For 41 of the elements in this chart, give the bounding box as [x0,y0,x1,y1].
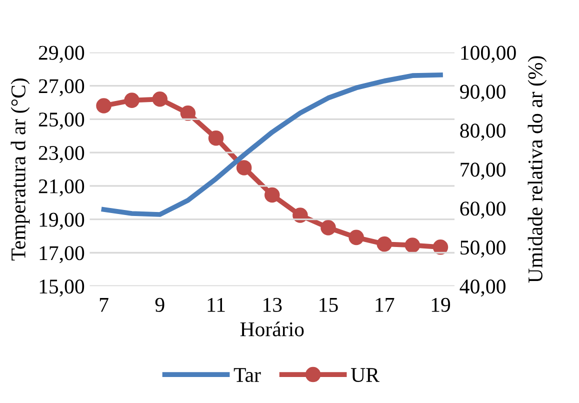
point [236,160,252,176]
y2-tick-label: 50,00 [460,240,506,258]
y-tick-label: 23,00 [38,146,84,163]
y2-tick-label: 90,00 [460,84,506,102]
point [124,92,140,108]
y-tick-label: 29,00 [38,46,84,63]
y2-tick-label: 100,00 [461,46,516,63]
point [320,220,336,236]
y-axis-title: Temperatura d ar (°C) [10,78,30,261]
y2-tick-label: 40,00 [460,280,506,297]
point [180,106,196,121]
x-tick-label: 11 [208,298,225,312]
y2-tick-label: 60,00 [460,202,506,219]
y2-tick-label: 80,00 [460,124,506,141]
y2-tick-label: 70,00 [460,162,506,180]
y2-axis-title: Umidade relativa do ar (%) [528,56,547,283]
legend-label: UR [350,368,380,382]
y-tick-label: 27,00 [38,79,84,96]
legend-label: Tar [234,368,261,382]
x-tick-label: 7 [100,298,108,312]
line-series [101,72,443,217]
x-tick-label: 19 [432,298,450,312]
y-tick-label: 21,00 [38,179,84,196]
y-tick-label: 17,00 [40,246,84,264]
point [404,238,420,253]
x-tick-label: 9 [155,298,164,312]
x-tick-label: 15 [320,298,338,312]
point [208,130,224,146]
point [376,236,392,252]
x-tick-label: 17 [376,298,394,312]
point [264,187,280,203]
point [432,240,448,255]
x-tick-label: 13 [264,298,282,312]
point [96,98,112,114]
y-tick-label: 15,00 [40,280,84,297]
point [348,230,364,246]
point [292,208,308,223]
x-axis-title: Horário [240,322,304,336]
point [152,92,168,107]
y-tick-label: 19,00 [40,212,84,230]
y-tick-label: 25,00 [38,112,84,130]
